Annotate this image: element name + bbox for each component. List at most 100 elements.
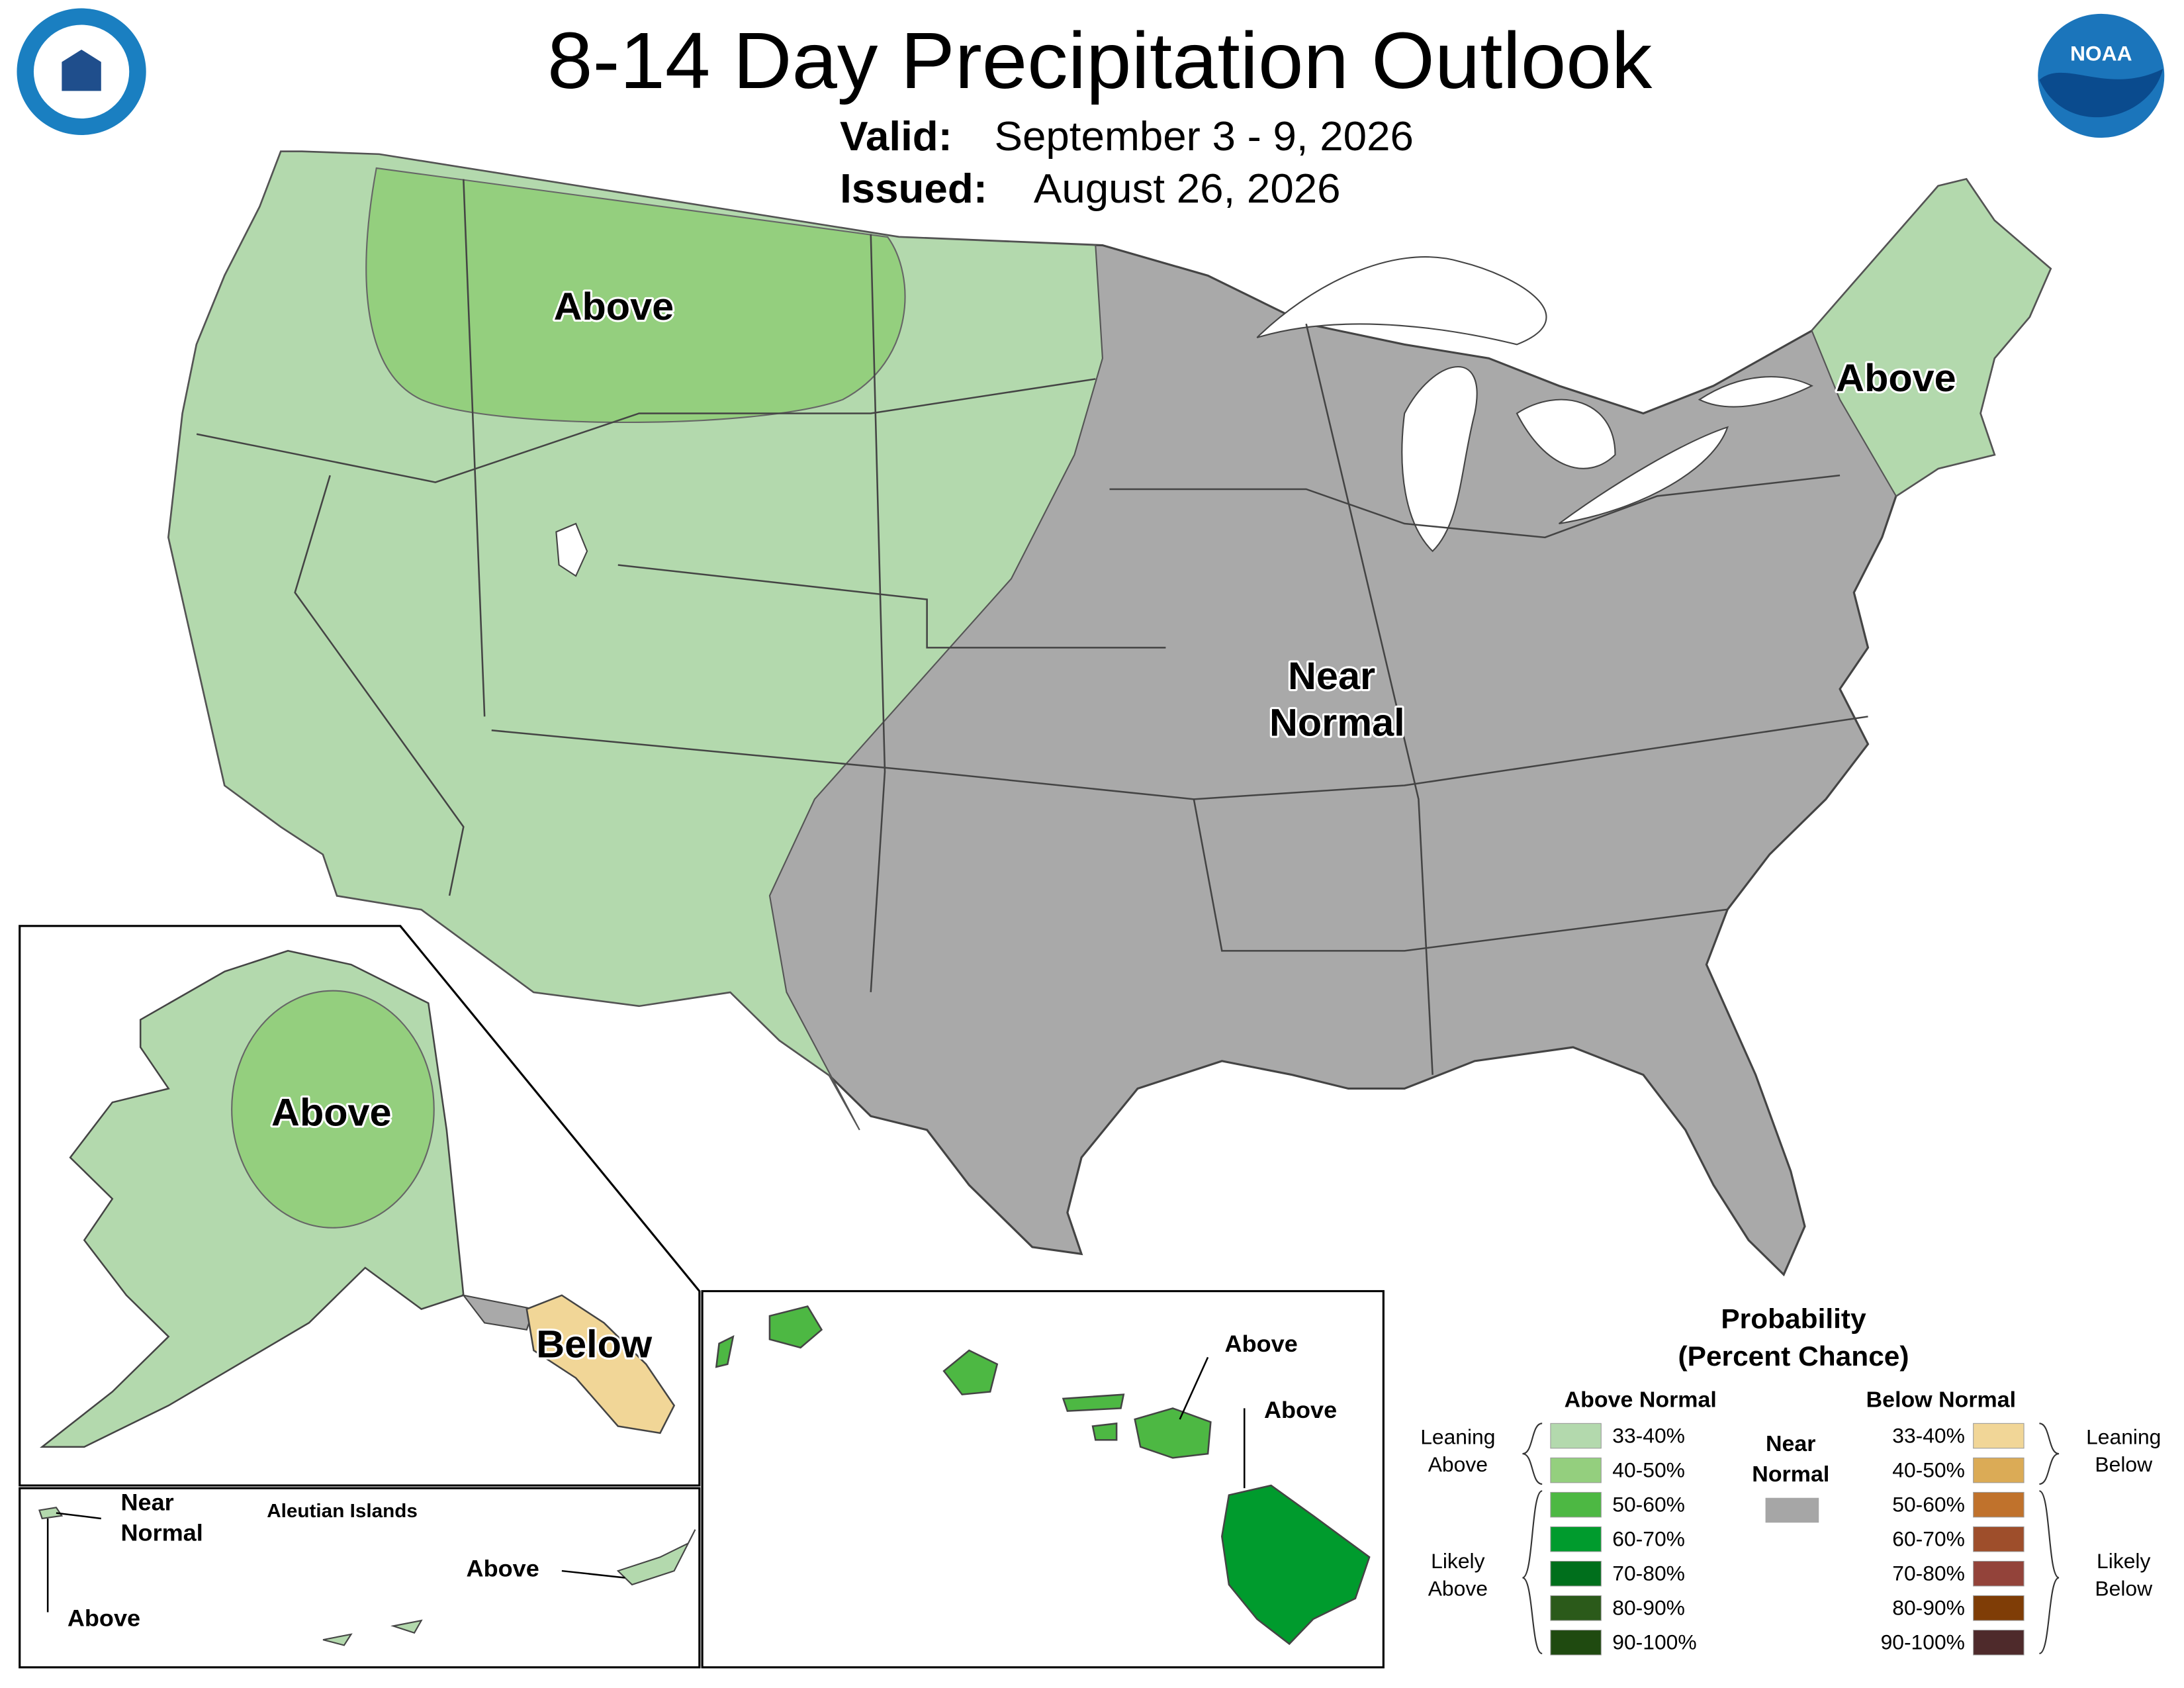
legend-title: (Percent Chance) [1678,1340,1909,1372]
great-lakes [555,256,1813,577]
legend-swatch [1973,1560,2025,1587]
legend-group: Leaning [2086,1425,2161,1449]
maui [1134,1407,1212,1459]
legend-swatch [1550,1595,1602,1621]
molokai [1062,1393,1125,1412]
region-label: Above [271,1092,392,1134]
legend-swatch-label: 33-40% [1612,1424,1685,1448]
oahu [942,1349,999,1395]
legend-swatch-label: 70-80% [1892,1562,1965,1585]
aleutian-islands [38,1507,696,1646]
legend-swatch-label: 50-60% [1892,1493,1965,1517]
inset-title: Aleutian Islands [267,1500,418,1522]
valid-label: Valid: [840,113,952,159]
region-label: Near Normal [1269,655,1405,744]
state-borders [196,179,1868,1075]
region-label: Near Normal [121,1489,203,1546]
legend-swatch-label: 80-90% [1612,1596,1685,1620]
legend-swatch-label: 60-70% [1612,1527,1685,1551]
region-label: Above [1836,357,1956,400]
border [294,475,465,896]
lake-michigan [1401,365,1478,553]
border [870,234,886,992]
lake-erie [1558,426,1729,525]
hawaii-above-50 [715,1305,1212,1459]
kauai [768,1305,823,1349]
legend-swatch-label: 40-50% [1892,1458,1965,1482]
legend-group: Above [1428,1577,1488,1601]
leader-lines [1179,1356,1246,1489]
border [1193,799,1728,952]
noaa-logo: NOAA [2038,13,2165,138]
border [1109,474,1841,539]
legend-swatch-label: 90-100% [1881,1630,1965,1654]
legend-swatch [1973,1423,2025,1449]
region-label: Below [536,1323,652,1366]
legend-group: Leaning [1420,1425,1495,1449]
great-salt-lake [555,522,588,577]
legend-near-label: Normal [1752,1462,1829,1487]
lake-ontario [1698,376,1813,408]
legend-near-label: Near [1766,1432,1815,1456]
legend-swatch-label: 33-40% [1892,1424,1965,1448]
legend-swatch [1973,1457,2025,1483]
legend: Probability (Percent Chance) Above Norma… [1420,1303,2161,1656]
issued-label: Issued: [840,166,987,212]
border [463,179,486,717]
big-island-above-60 [1221,1484,1371,1646]
legend-group: Likely [2097,1549,2151,1573]
lanai [1091,1422,1118,1441]
legend-group: Likely [1431,1549,1485,1573]
legend-swatch-label: 70-80% [1612,1562,1685,1585]
leader-lines [46,1512,625,1613]
title: 8-14 Day Precipitation Outlook [547,16,1653,105]
lake-huron [1516,399,1616,469]
commerce-seal [17,8,146,136]
niihau [715,1335,735,1368]
border [617,564,1166,649]
legend-swatch [1973,1491,2025,1518]
region-label: Above [1264,1397,1337,1423]
label-line: Normal [121,1520,203,1546]
seal-shield [62,49,101,91]
region-label: Above [1225,1331,1298,1357]
region-label: Above [554,285,674,328]
legend-swatch [1550,1457,1602,1483]
legend-swatch-label: 80-90% [1892,1596,1965,1620]
legend-swatch [1973,1526,2025,1552]
legend-swatch [1550,1560,1602,1587]
border [196,378,1096,483]
legend-title: Probability [1721,1303,1866,1335]
region-label: Above [68,1605,140,1632]
legend-braces [1522,1423,2060,1654]
conus-west-above [167,150,1103,1131]
conus-northeast-above [1811,178,2052,497]
noaa-wave [2039,69,2163,118]
legend-swatch-label: 60-70% [1892,1527,1965,1551]
aleutians-frame [19,1487,701,1669]
label-line: Near [1288,655,1375,697]
conus-northwest-above-40 [365,167,906,424]
legend-swatch-label: 40-50% [1612,1458,1685,1482]
alaska-above-40 [231,990,435,1229]
legend-swatch [1765,1497,1819,1523]
noaa-text: NOAA [2070,42,2132,66]
alaska-near-normal [461,1294,535,1331]
alaska-below [525,1294,676,1434]
legend-swatch [1550,1423,1602,1449]
legend-header: Above Normal [1565,1388,1717,1413]
legend-swatch-label: 50-60% [1612,1493,1685,1517]
valid-dates: September 3 - 9, 2026 [995,113,1414,159]
legend-group: Below [2095,1452,2152,1476]
legend-swatch [1550,1491,1602,1518]
label-line: Near [121,1489,174,1516]
region-label: Above [467,1556,539,1582]
legend-swatch [1973,1630,2025,1656]
lake-superior [1256,256,1547,346]
border [1305,323,1433,1075]
legend-header: Below Normal [1866,1388,2016,1413]
legend-group: Below [2095,1577,2152,1601]
legend-swatch-label: 90-100% [1612,1630,1696,1654]
legend-swatch [1973,1595,2025,1621]
